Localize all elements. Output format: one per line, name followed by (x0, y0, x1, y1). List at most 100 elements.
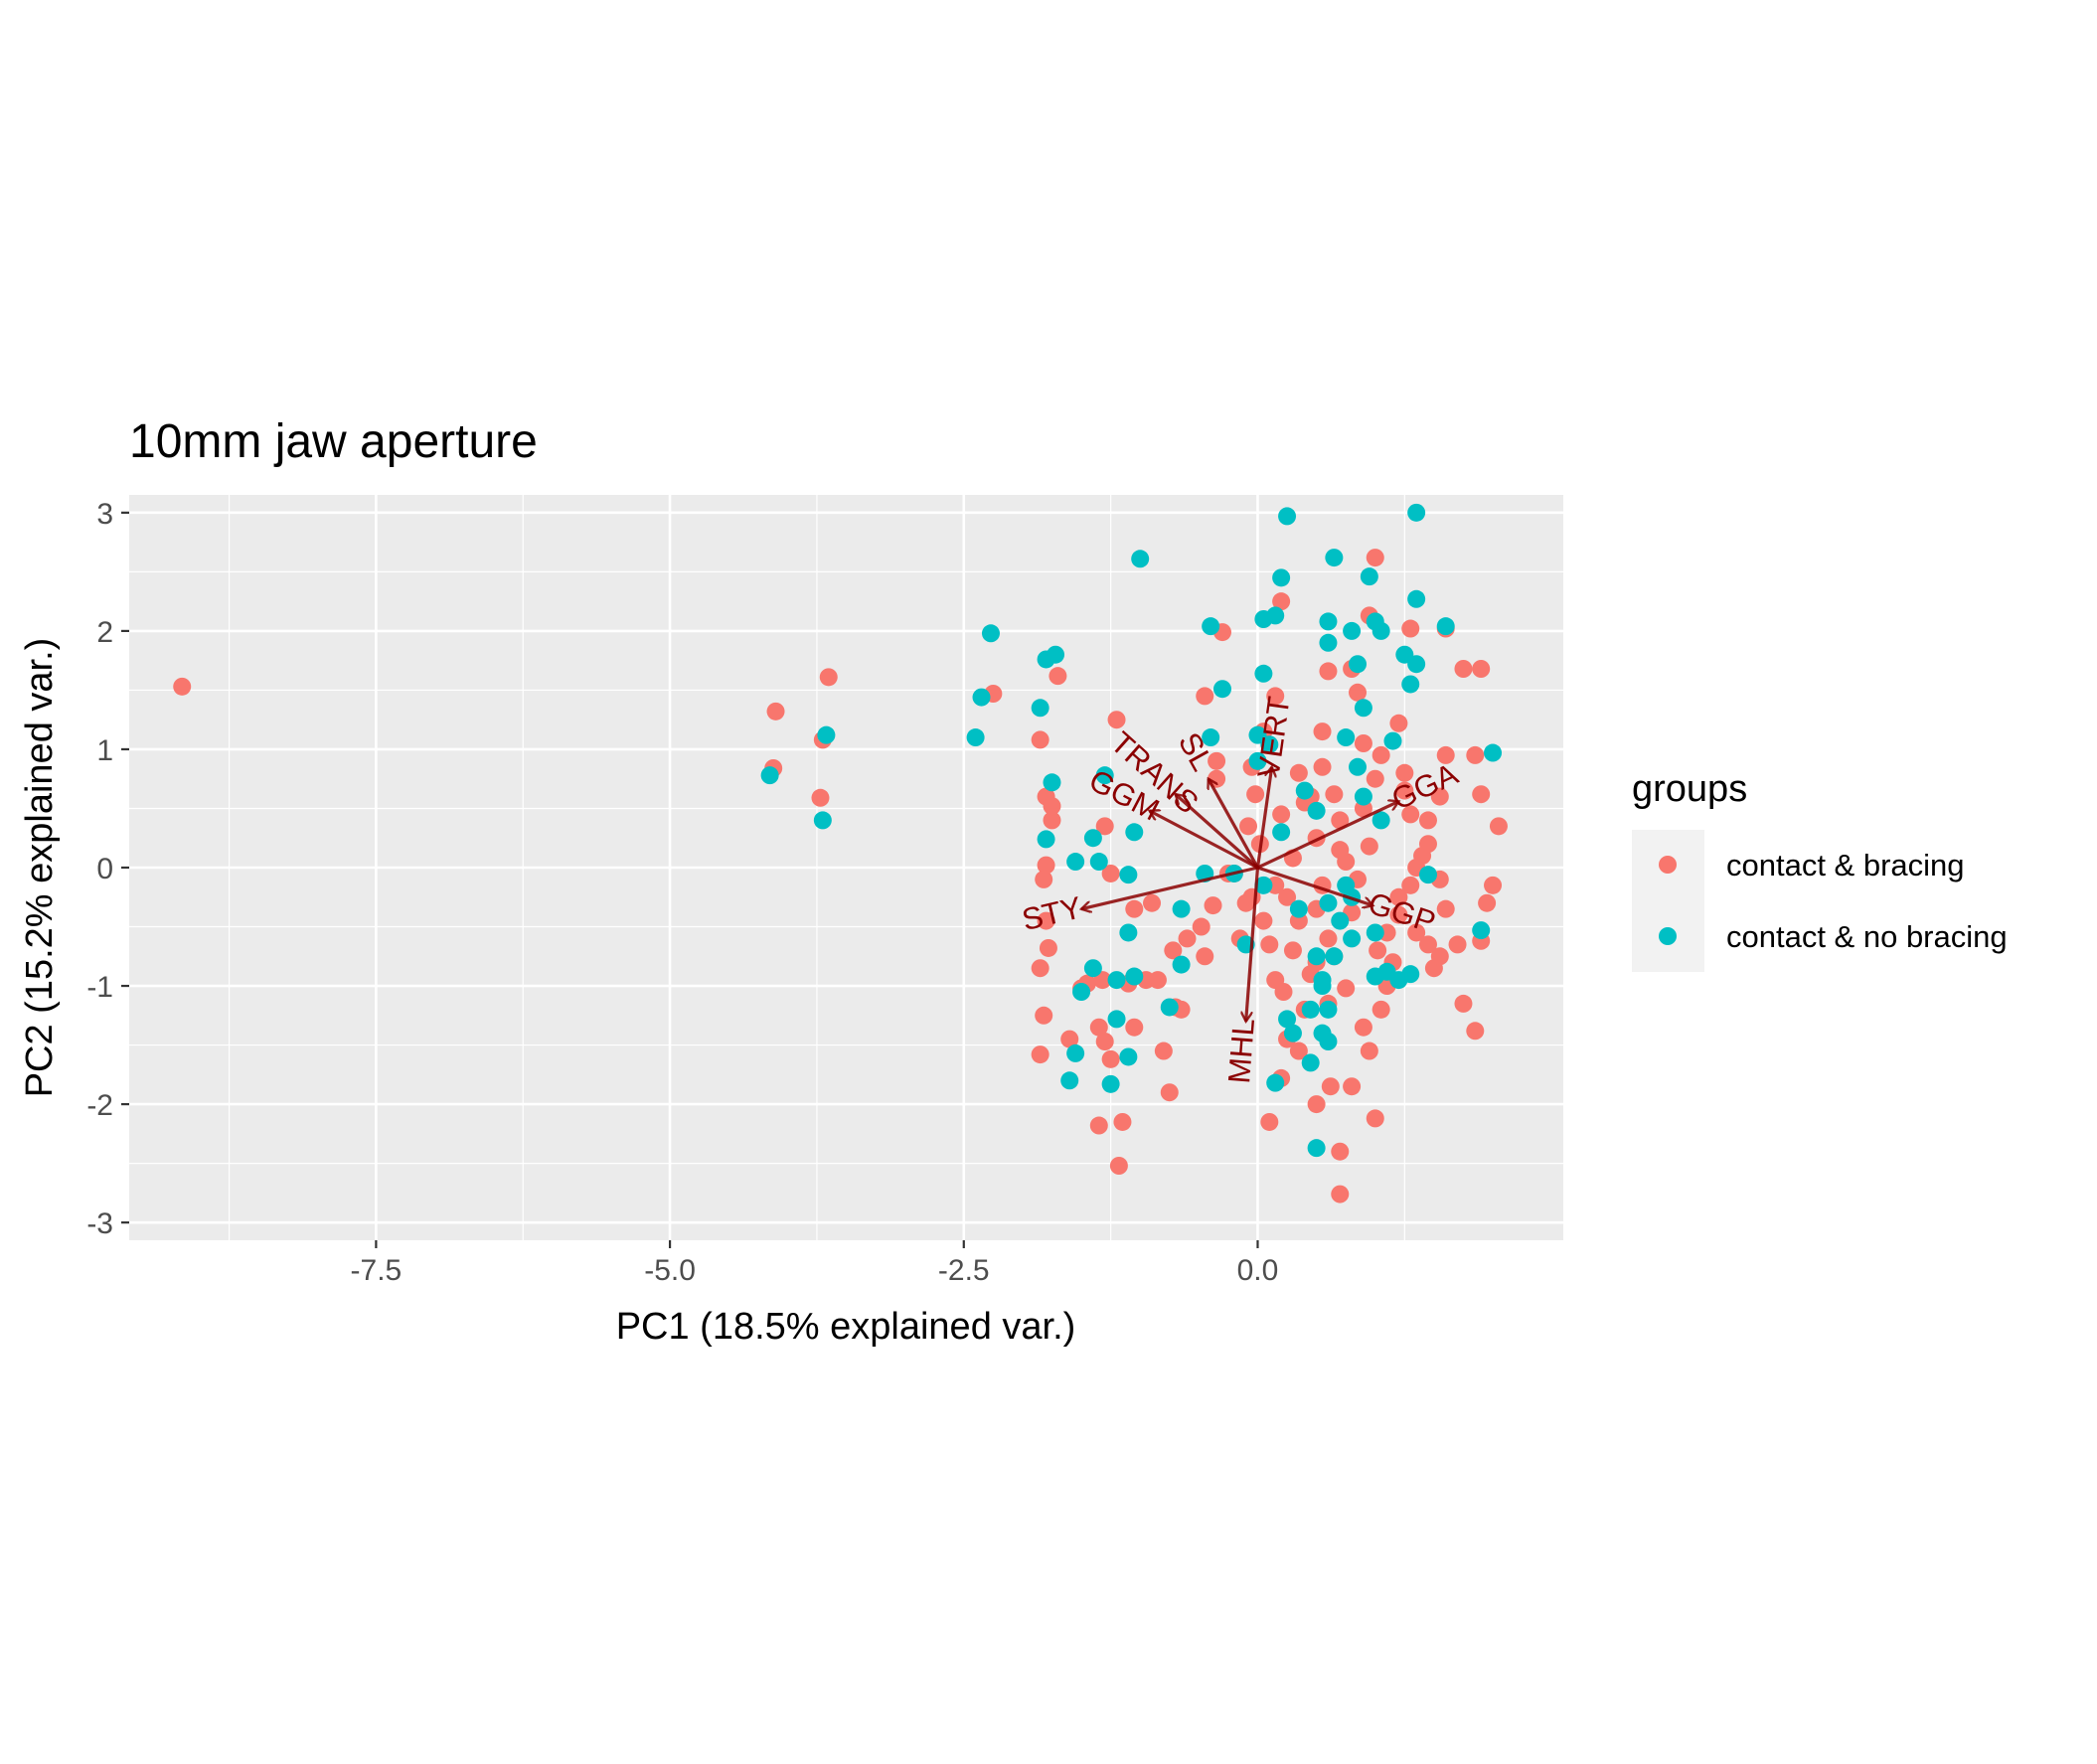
loading-arrow-sl (1209, 779, 1259, 869)
point-series-1-19 (1072, 983, 1091, 1001)
point-series-1-61 (1366, 967, 1384, 986)
point-series-0-44 (1246, 785, 1265, 804)
point-series-0-116 (1466, 745, 1485, 764)
point-series-0-118 (1389, 714, 1408, 732)
loading-arrow-mhl (1246, 867, 1260, 1022)
chart-title: 10mm jaw aperture (129, 415, 538, 468)
y-tick-label-6: 3 (96, 498, 113, 531)
point-series-1-68 (1283, 1024, 1302, 1042)
point-series-1-3 (966, 728, 985, 747)
point-series-0-135 (1125, 899, 1144, 918)
point-series-0-7 (1048, 667, 1067, 686)
loading-arrow-ggp (1256, 866, 1372, 905)
loading-arrow-gga (1256, 801, 1398, 870)
point-series-0-113 (1484, 876, 1503, 894)
point-series-1-75 (1319, 893, 1338, 912)
point-series-0-125 (1272, 592, 1291, 611)
point-series-0-39 (1204, 896, 1222, 915)
point-series-0-145 (1407, 923, 1426, 942)
point-series-0-52 (1274, 983, 1293, 1001)
point-series-1-78 (1349, 757, 1368, 776)
point-series-1-52 (1349, 655, 1368, 674)
point-series-0-56 (1289, 1042, 1308, 1060)
point-series-0-76 (1430, 787, 1449, 806)
point-series-0-137 (1143, 893, 1162, 912)
point-series-1-46 (1407, 589, 1426, 608)
point-series-0-115 (1472, 785, 1491, 804)
point-series-1-94 (1125, 823, 1144, 842)
point-series-1-57 (1418, 866, 1437, 884)
point-series-0-24 (1101, 1049, 1120, 1068)
point-series-1-27 (1160, 998, 1179, 1017)
x-axis-title: PC1 (18.5% explained var.) (616, 1306, 1076, 1348)
point-series-0-36 (1178, 929, 1197, 948)
point-series-1-45 (1407, 503, 1426, 522)
point-series-0-148 (1430, 947, 1449, 966)
legend-key-contact-bracing (1659, 856, 1677, 874)
point-series-0-63 (1360, 1042, 1378, 1060)
point-series-1-26 (1172, 955, 1191, 974)
point-series-0-123 (1337, 853, 1356, 872)
point-series-0-62 (1343, 1077, 1362, 1096)
point-series-0-47 (1272, 805, 1291, 824)
point-series-1-80 (1272, 823, 1291, 842)
point-series-0-10 (1043, 811, 1061, 830)
point-series-0-107 (1436, 899, 1455, 918)
point-series-1-39 (1254, 664, 1273, 683)
point-series-1-44 (1371, 621, 1390, 640)
legend: groups contact & bracing contact & no br… (1632, 768, 2008, 972)
point-series-1-29 (1202, 617, 1220, 636)
point-series-1-76 (1331, 911, 1350, 930)
x-tick-label-0: -7.5 (351, 1254, 403, 1287)
point-series-0-75 (1418, 811, 1437, 830)
point-series-1-5 (981, 624, 1000, 643)
point-series-1-10 (1037, 830, 1055, 849)
point-series-1-62 (1366, 923, 1384, 942)
point-series-1-93 (1066, 853, 1085, 872)
point-series-0-12 (1035, 870, 1053, 888)
point-series-1-22 (1101, 1074, 1120, 1093)
point-series-1-6 (1031, 699, 1049, 718)
point-series-1-35 (1278, 507, 1297, 526)
point-series-0-78 (1454, 660, 1473, 678)
y-tick-label-0: -3 (86, 1207, 113, 1240)
point-series-0-61 (1331, 1185, 1350, 1203)
y-tick-label-5: 2 (96, 616, 113, 649)
point-series-0-104 (1401, 805, 1420, 824)
point-series-0-84 (1349, 683, 1368, 702)
point-series-0-45 (1239, 817, 1258, 836)
legend-key-background (1632, 830, 1704, 972)
point-series-1-41 (1260, 735, 1279, 754)
point-series-1-30 (1212, 680, 1231, 699)
point-series-0-18 (1060, 1030, 1079, 1048)
point-series-0-0 (173, 677, 192, 696)
point-series-0-89 (1331, 811, 1350, 830)
point-series-0-8 (1031, 730, 1049, 749)
y-tick-label-3: 0 (96, 853, 113, 885)
point-series-1-56 (1484, 743, 1503, 762)
point-series-0-120 (1354, 734, 1372, 752)
point-series-0-65 (1354, 1018, 1372, 1037)
point-series-0-105 (1418, 835, 1437, 854)
y-axis-title: PC2 (15.2% explained var.) (19, 638, 61, 1098)
point-series-1-89 (1319, 1000, 1338, 1019)
point-series-1-79 (1295, 781, 1314, 800)
point-series-1-31 (1202, 728, 1220, 747)
point-series-1-4 (972, 688, 991, 707)
point-series-0-71 (1389, 887, 1408, 906)
point-series-0-114 (1489, 817, 1508, 836)
point-series-0-121 (1366, 769, 1384, 788)
point-series-1-37 (1319, 612, 1338, 631)
point-series-0-87 (1313, 757, 1332, 776)
point-series-0-35 (1164, 941, 1183, 960)
point-series-1-16 (1107, 971, 1126, 990)
point-series-1-33 (1254, 610, 1273, 628)
loading-arrow-vert (1255, 767, 1271, 869)
point-series-1-64 (1307, 947, 1326, 966)
point-series-1-14 (1119, 866, 1138, 884)
point-series-1-25 (1172, 899, 1191, 918)
point-series-1-71 (1266, 1073, 1285, 1092)
point-series-0-128 (1289, 763, 1308, 782)
point-series-1-69 (1278, 1010, 1297, 1029)
